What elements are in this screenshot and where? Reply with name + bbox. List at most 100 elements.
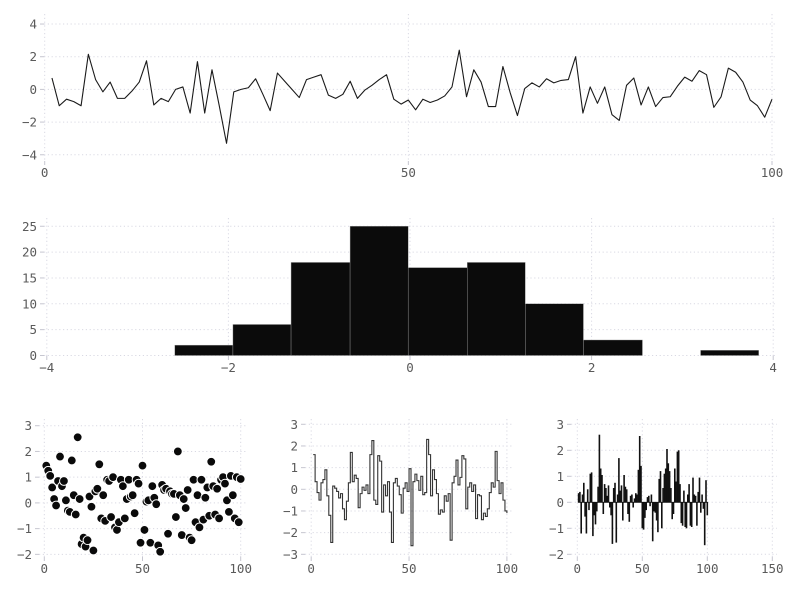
x-tick-label: 0 [41,165,49,180]
y-tick-label: 2 [290,438,298,453]
thin-bar [651,502,654,542]
y-tick-label: −1 [549,521,564,536]
y-tick-label: −1 [17,521,32,536]
y-tick-label: −2 [549,547,564,562]
y-tick-label: −1 [283,503,298,518]
thin-bars-panel: 0 50 100 150 −2 −1 0 1 2 3 [549,417,784,576]
thin-bar [654,502,657,513]
thin-bar [700,502,702,513]
scatter-point [45,470,56,481]
thin-bar [583,482,585,503]
scatter-point [66,455,77,466]
thin-bar [622,502,624,521]
x-tick-label: 100 [229,561,252,576]
thin-bar [694,495,697,503]
y-tick-label: 3 [556,417,564,432]
thin-bar [609,502,611,508]
thin-bar [592,502,594,537]
scatter-point [129,508,140,519]
scatter-point [127,490,138,501]
thin-bar [664,468,667,503]
scatter-point [178,494,189,504]
thin-bar [685,502,688,529]
scatter-point [98,490,109,501]
thin-bar [662,488,664,503]
x-tick-label: −4 [39,360,54,375]
thin-bar [636,494,638,503]
thin-bar [667,463,670,503]
y-tick-label: 2 [24,444,32,459]
thin-bar [598,434,601,503]
thin-bar [615,502,618,543]
thin-bar [706,502,709,516]
scatter-point [186,535,197,546]
thin-bar [666,449,668,503]
histogram-bar [290,262,351,356]
scatter-point [94,459,105,470]
thin-bar [632,502,634,508]
x-tick-label: 4 [769,360,777,375]
thin-bar [637,469,640,503]
scatter-point [200,492,211,503]
thin-bar [674,468,676,503]
thin-bar [658,478,660,503]
scatter-point [139,525,150,535]
histogram-bar [467,262,526,356]
y-tick-label: 1 [24,470,32,485]
thin-bar [693,494,696,503]
scatter-point [233,517,244,528]
thin-bar [670,488,672,503]
thin-bar [663,473,666,503]
thin-bar [586,489,589,503]
y-tick-label: 25 [22,219,37,234]
thin-bar [619,490,621,503]
thin-bar [581,494,584,503]
scatter-point [82,535,93,546]
thin-bar [661,502,663,529]
thin-bar [593,502,595,516]
thin-bar [605,488,607,503]
thin-bar [629,495,632,503]
scatter-point [214,513,224,524]
thin-bar [680,502,683,524]
histogram-bar [407,267,468,356]
thin-bar [648,495,650,503]
x-tick-label: 2 [588,360,596,375]
x-tick-label: 50 [635,561,650,576]
scatter-point [86,501,97,512]
thin-bar [675,481,677,503]
scatter-point [55,451,65,462]
x-tick-label: −2 [221,360,236,375]
thin-bar [671,502,673,520]
thin-bar [597,486,599,503]
thin-bar [696,502,698,526]
scatter-point [92,483,103,494]
thin-bar [650,494,653,503]
thin-bar [628,502,631,522]
x-tick-label: 100 [696,561,719,576]
thin-bar [689,502,692,526]
thin-bar [627,502,629,514]
thin-bar [635,493,637,503]
x-tick-label: 50 [135,561,150,576]
y-tick-label: 4 [29,17,37,32]
scatter-point [163,528,173,539]
thin-bar [645,502,647,511]
x-tick-label: 0 [406,360,414,375]
scatter-point [172,446,183,457]
thin-bar [624,486,627,503]
y-tick-label: 3 [290,417,298,432]
x-tick-label: 50 [402,561,417,576]
y-tick-label: 0 [24,495,32,510]
thin-bar [596,502,598,512]
thin-bar [684,502,686,527]
y-tick-label: 0 [29,82,37,97]
step-chart-panel: 0 50 100 −3 −2 −1 0 1 2 3 [283,417,518,576]
y-tick-label: −2 [17,547,32,562]
thin-bar [588,502,590,511]
thin-bar [688,484,690,503]
thin-bar [606,495,608,503]
y-tick-label: −4 [22,147,37,162]
y-tick-label: 2 [29,49,37,64]
